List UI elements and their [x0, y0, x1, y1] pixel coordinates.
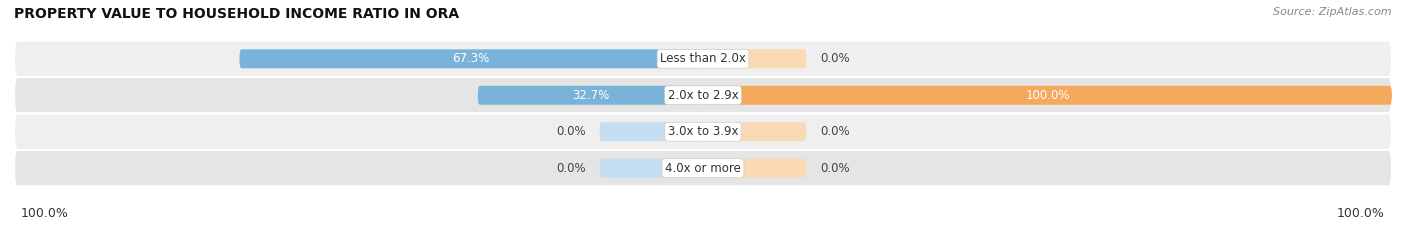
Text: 3.0x to 3.9x: 3.0x to 3.9x [668, 125, 738, 138]
Text: 0.0%: 0.0% [820, 162, 849, 175]
Text: 100.0%: 100.0% [1025, 89, 1070, 102]
FancyBboxPatch shape [14, 113, 1392, 150]
FancyBboxPatch shape [14, 77, 1392, 113]
Text: 0.0%: 0.0% [557, 125, 586, 138]
Text: Less than 2.0x: Less than 2.0x [659, 52, 747, 65]
FancyBboxPatch shape [14, 40, 1392, 77]
FancyBboxPatch shape [239, 49, 703, 68]
FancyBboxPatch shape [478, 86, 703, 105]
FancyBboxPatch shape [599, 122, 703, 141]
FancyBboxPatch shape [703, 122, 807, 141]
Text: 100.0%: 100.0% [21, 207, 69, 220]
FancyBboxPatch shape [703, 86, 1392, 105]
Text: 0.0%: 0.0% [820, 125, 849, 138]
Text: 2.0x to 2.9x: 2.0x to 2.9x [668, 89, 738, 102]
Text: 32.7%: 32.7% [572, 89, 609, 102]
FancyBboxPatch shape [599, 159, 703, 178]
Text: 67.3%: 67.3% [453, 52, 489, 65]
Text: 4.0x or more: 4.0x or more [665, 162, 741, 175]
Text: 100.0%: 100.0% [1337, 207, 1385, 220]
FancyBboxPatch shape [703, 159, 807, 178]
Text: 0.0%: 0.0% [557, 162, 586, 175]
Text: Source: ZipAtlas.com: Source: ZipAtlas.com [1274, 7, 1392, 17]
Text: PROPERTY VALUE TO HOUSEHOLD INCOME RATIO IN ORA: PROPERTY VALUE TO HOUSEHOLD INCOME RATIO… [14, 7, 460, 21]
FancyBboxPatch shape [14, 150, 1392, 186]
Text: 0.0%: 0.0% [820, 52, 849, 65]
FancyBboxPatch shape [703, 49, 807, 68]
